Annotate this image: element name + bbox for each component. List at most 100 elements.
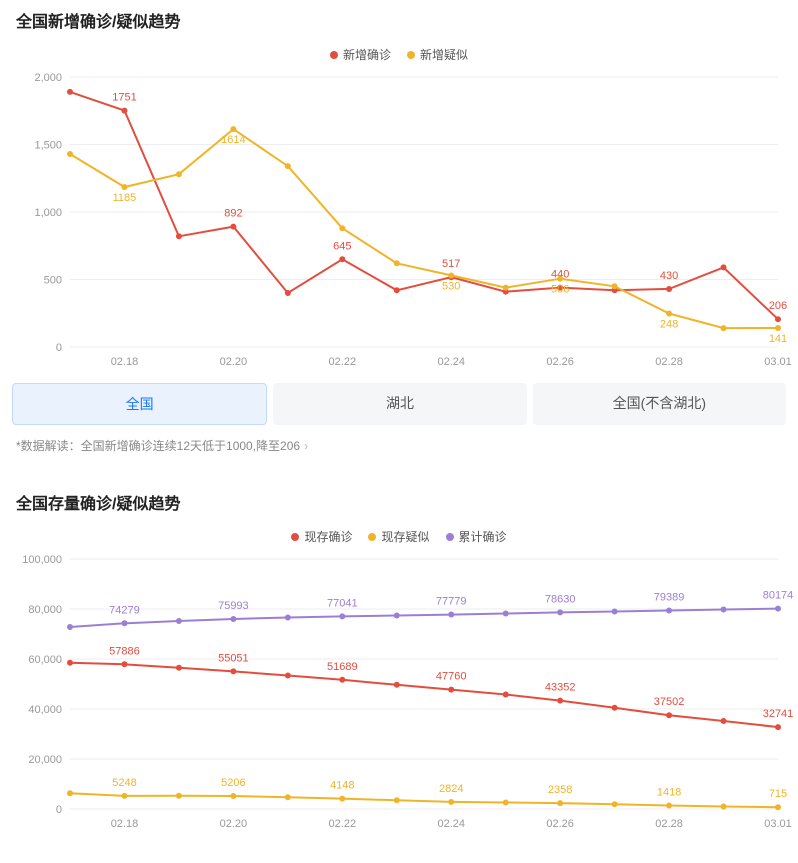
data-point xyxy=(121,108,127,114)
data-label: 57886 xyxy=(109,645,140,657)
data-label: 892 xyxy=(224,208,242,220)
svg-text:02.24: 02.24 xyxy=(437,818,465,830)
svg-text:02.18: 02.18 xyxy=(111,356,139,368)
data-point xyxy=(394,260,400,266)
tabs-row: 全国湖北全国(不含湖北) xyxy=(0,377,798,429)
data-label: 715 xyxy=(769,788,787,800)
svg-text:02.22: 02.22 xyxy=(329,818,357,830)
data-point xyxy=(666,608,672,614)
data-label: 75993 xyxy=(218,600,249,612)
data-point xyxy=(448,612,454,618)
data-label: 77041 xyxy=(327,597,358,609)
data-point xyxy=(721,325,727,331)
data-label: 74279 xyxy=(109,604,140,616)
data-point xyxy=(176,171,182,177)
svg-text:02.18: 02.18 xyxy=(111,818,139,830)
data-point xyxy=(557,698,563,704)
data-point xyxy=(394,682,400,688)
svg-text:02.28: 02.28 xyxy=(655,356,683,368)
data-label: 141 xyxy=(769,333,787,345)
data-point xyxy=(721,804,727,810)
chart2-title: 全国存量确诊/疑似趋势 xyxy=(0,482,798,522)
data-label: 5248 xyxy=(112,777,136,789)
data-point xyxy=(775,724,781,730)
data-label: 43352 xyxy=(545,682,576,694)
svg-text:2,000: 2,000 xyxy=(34,72,62,84)
data-point xyxy=(666,311,672,317)
data-point xyxy=(285,794,291,800)
data-label: 51689 xyxy=(327,661,358,673)
chart1-svg: 05001,0001,5002,00002.1802.2002.2202.240… xyxy=(0,67,798,377)
data-point xyxy=(775,606,781,612)
data-point xyxy=(285,615,291,621)
data-point xyxy=(176,665,182,671)
chart1-container: 05001,0001,5002,00002.1802.2002.2202.240… xyxy=(0,67,798,377)
data-label: 206 xyxy=(769,300,787,312)
data-point xyxy=(176,793,182,799)
data-point xyxy=(230,616,236,622)
data-label: 248 xyxy=(660,319,678,331)
svg-text:20,000: 20,000 xyxy=(28,754,62,766)
svg-text:02.20: 02.20 xyxy=(220,818,248,830)
data-point xyxy=(612,283,618,289)
data-point xyxy=(285,290,291,296)
series-line xyxy=(70,663,778,727)
legend-label: 累计确诊 xyxy=(459,528,507,545)
data-point xyxy=(285,673,291,679)
tab-湖北[interactable]: 湖北 xyxy=(273,383,526,425)
data-point xyxy=(176,233,182,239)
data-point xyxy=(230,793,236,799)
data-point xyxy=(503,285,509,291)
data-label: 37502 xyxy=(654,696,685,708)
data-point xyxy=(612,609,618,615)
legend-item: 现存疑似 xyxy=(368,528,429,545)
data-label: 2824 xyxy=(439,783,463,795)
data-point xyxy=(67,660,73,666)
svg-text:03.01: 03.01 xyxy=(764,356,792,368)
legend-label: 现存疑似 xyxy=(381,528,429,545)
data-label: 32741 xyxy=(763,708,794,720)
data-point xyxy=(775,804,781,810)
chart2-container: 020,00040,00060,00080,000100,00002.1802.… xyxy=(0,549,798,839)
legend-dot-icon xyxy=(368,533,376,541)
data-point xyxy=(666,802,672,808)
data-point xyxy=(67,624,73,630)
data-point xyxy=(339,613,345,619)
svg-text:02.24: 02.24 xyxy=(437,356,465,368)
chart1-title: 全国新增确诊/疑似趋势 xyxy=(0,0,798,40)
svg-text:02.26: 02.26 xyxy=(546,356,574,368)
data-label: 1751 xyxy=(112,92,136,104)
data-point xyxy=(448,272,454,278)
data-point xyxy=(285,163,291,169)
svg-text:1,500: 1,500 xyxy=(34,140,62,152)
data-point xyxy=(612,801,618,807)
svg-text:60,000: 60,000 xyxy=(28,654,62,666)
legend-item: 新增确诊 xyxy=(330,46,391,63)
chevron-right-icon: › xyxy=(304,439,308,453)
data-point xyxy=(339,796,345,802)
chart2-svg: 020,00040,00060,00080,000100,00002.1802.… xyxy=(0,549,798,839)
data-point xyxy=(666,286,672,292)
data-point xyxy=(557,276,563,282)
data-label: 2358 xyxy=(548,784,572,796)
legend-dot-icon xyxy=(330,51,338,59)
data-label: 1418 xyxy=(657,786,681,798)
footnote[interactable]: *数据解读：全国新增确诊连续12天低于1000,降至206› xyxy=(0,429,798,458)
data-point xyxy=(339,677,345,683)
data-point xyxy=(176,618,182,624)
svg-text:02.20: 02.20 xyxy=(220,356,248,368)
data-label: 79389 xyxy=(654,592,685,604)
data-point xyxy=(339,225,345,231)
tab-全国(不含湖北)[interactable]: 全国(不含湖北) xyxy=(533,383,786,425)
data-point xyxy=(557,800,563,806)
data-label: 47760 xyxy=(436,671,467,683)
svg-text:0: 0 xyxy=(56,804,62,816)
data-point xyxy=(230,224,236,230)
svg-text:02.28: 02.28 xyxy=(655,818,683,830)
tab-全国[interactable]: 全国 xyxy=(12,383,267,425)
footnote-prefix: *数据解读： xyxy=(16,439,81,453)
data-point xyxy=(121,620,127,626)
data-point xyxy=(775,325,781,331)
data-point xyxy=(394,613,400,619)
svg-text:1,000: 1,000 xyxy=(34,207,62,219)
